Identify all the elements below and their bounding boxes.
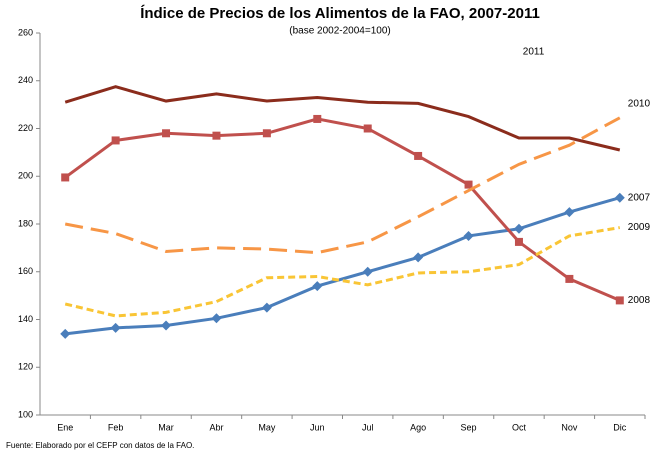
- y-tick-label: 100: [18, 409, 33, 419]
- marker: [463, 230, 474, 241]
- y-tick-label: 160: [18, 266, 33, 276]
- y-tick-label: 180: [18, 218, 33, 228]
- series-label: 2011: [523, 47, 545, 58]
- y-tick-label: 140: [18, 314, 33, 324]
- series-label: 2008: [628, 295, 651, 306]
- series-line: [64, 226, 621, 318]
- marker: [161, 320, 172, 331]
- y-tick-label: 260: [18, 27, 33, 37]
- x-tick-label: Abr: [209, 422, 223, 432]
- marker: [111, 136, 120, 145]
- marker: [564, 207, 575, 218]
- series-label: 2010: [628, 98, 651, 109]
- x-tick-label: Ago: [410, 422, 426, 432]
- marker: [261, 302, 272, 313]
- series-line: [64, 117, 621, 302]
- marker: [211, 313, 222, 324]
- marker: [514, 237, 523, 246]
- marker: [162, 129, 171, 138]
- marker: [363, 124, 372, 133]
- y-tick-label: 220: [18, 123, 33, 133]
- x-tick-label: Feb: [108, 422, 124, 432]
- x-tick-label: May: [258, 422, 276, 432]
- series-label: 2007: [628, 192, 651, 203]
- x-tick-label: Ene: [57, 422, 73, 432]
- marker: [464, 180, 473, 189]
- marker: [413, 252, 424, 263]
- marker: [513, 223, 524, 234]
- marker: [110, 322, 121, 333]
- marker: [212, 131, 221, 140]
- chart-title: Índice de Precios de los Alimentos de la…: [140, 5, 540, 22]
- series-line: [64, 85, 621, 152]
- marker: [312, 281, 323, 292]
- y-tick-label: 200: [18, 171, 33, 181]
- marker: [262, 129, 271, 138]
- x-tick-label: Nov: [561, 422, 578, 432]
- series-label: 2009: [628, 222, 651, 233]
- marker: [61, 173, 70, 182]
- y-tick-label: 240: [18, 75, 33, 85]
- x-tick-label: Mar: [158, 422, 174, 432]
- source-note: Fuente: Elaborado por el CEFP con datos …: [6, 441, 194, 450]
- marker: [615, 296, 624, 305]
- x-tick-label: Oct: [512, 422, 527, 432]
- series-line: [65, 196, 621, 336]
- marker: [614, 192, 625, 203]
- marker: [414, 151, 423, 160]
- chart-subtitle: (base 2002-2004=100): [289, 26, 390, 37]
- x-tick-label: Jul: [362, 422, 374, 432]
- x-tick-label: Dic: [613, 422, 626, 432]
- marker: [565, 274, 574, 283]
- marker: [313, 114, 322, 123]
- x-tick-label: Jun: [310, 422, 325, 432]
- x-tick-label: Sep: [461, 422, 477, 432]
- series-line: [64, 116, 621, 255]
- y-tick-label: 120: [18, 362, 33, 372]
- marker: [362, 266, 373, 277]
- marker: [60, 328, 71, 339]
